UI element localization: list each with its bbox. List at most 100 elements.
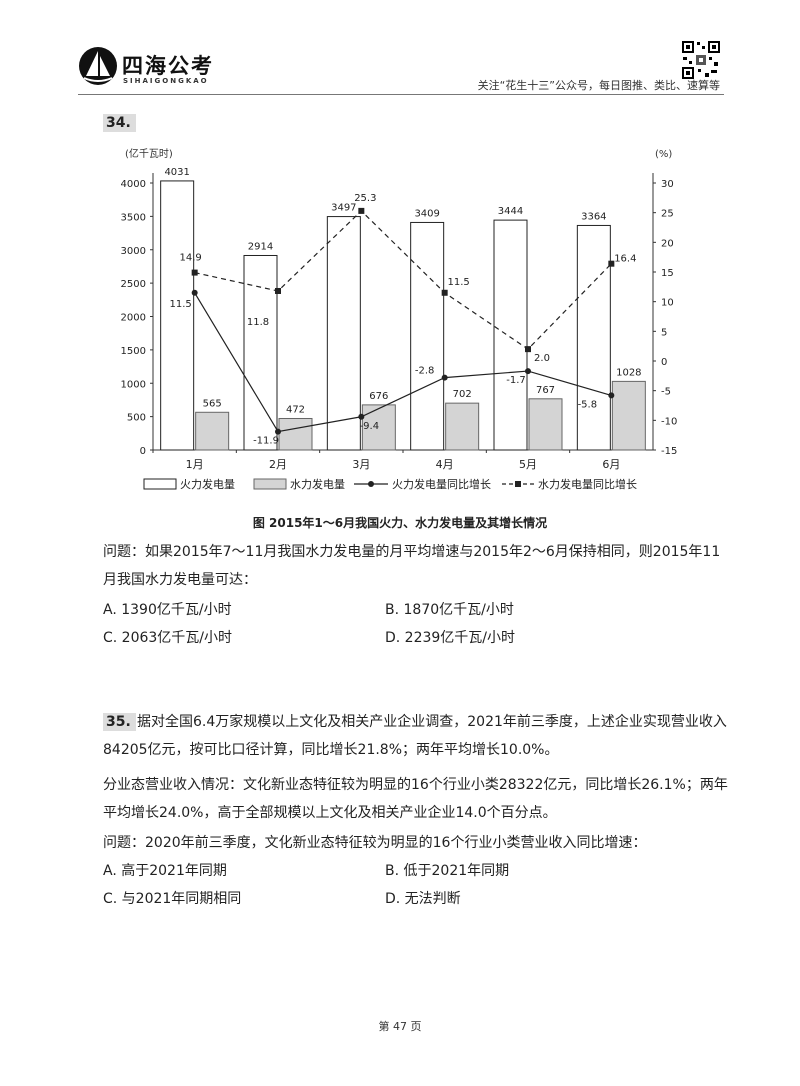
- thermal-power-bar-label: 3497: [331, 203, 356, 214]
- thermal-growth-point: [441, 374, 448, 381]
- legend-hydro-growth-label: 水力发电量同比增长: [538, 477, 637, 491]
- header-note: 关注“花生十三”公众号，每日图推、类比、速算等: [477, 79, 720, 92]
- legend-thermal-label: 火力发电量: [180, 477, 235, 491]
- hydro-power-bar: [195, 411, 230, 451]
- hydro-growth-point: [525, 346, 531, 353]
- x-axis-tick-label: 2月: [269, 458, 287, 471]
- header-divider: [78, 94, 724, 95]
- q35-option-d[interactable]: D. 无法判断: [385, 891, 461, 907]
- q34-option-d[interactable]: D. 2239亿千瓦/小时: [385, 630, 516, 646]
- q35-question: 问题：2020年前三季度，文化新业态特征较为明显的16个行业小类营业收入同比增速…: [103, 835, 647, 851]
- hydro-power-bar-label: 472: [286, 404, 305, 415]
- thermal-growth-label: -1.7: [506, 375, 526, 386]
- thermal-growth-point: [358, 413, 365, 420]
- q35-option-c[interactable]: C. 与2021年同期相同: [103, 891, 242, 907]
- x-axis-tick-label: 5月: [519, 458, 537, 471]
- thermal-power-bar: [243, 254, 278, 451]
- left-axis-tick-label: 1000: [121, 379, 146, 390]
- q35-paragraph2-line1: 分业态营业收入情况：文化新业态特征较为明显的16个行业小类28322亿元，同比增…: [103, 777, 728, 793]
- hydro-growth-point: [441, 289, 448, 296]
- hydro-power-bar-label: 1028: [616, 367, 641, 378]
- hydro-power-bar: [611, 380, 646, 451]
- question-34-number: 34.: [103, 114, 136, 132]
- q34-option-c[interactable]: C. 2063亿千瓦/小时: [103, 630, 233, 646]
- legend-hydro-swatch: [253, 478, 287, 490]
- legend-hydro-label: 水力发电量: [290, 477, 345, 491]
- left-axis-tick-label: 3500: [121, 212, 146, 223]
- left-axis-tick-label: 1500: [121, 346, 146, 357]
- thermal-power-bar-label: 3364: [581, 211, 606, 222]
- thermal-growth-point: [608, 392, 615, 399]
- legend-thermal-growth-label: 火力发电量同比增长: [392, 477, 491, 491]
- thermal-power-bar-label: 3444: [498, 206, 523, 217]
- hydro-power-bar: [361, 404, 396, 451]
- q35-option-b[interactable]: B. 低于2021年同期: [385, 863, 510, 879]
- thermal-growth-label: 11.5: [170, 299, 192, 310]
- generation-chart: (亿千瓦时) (%) 0 500 1000 1500 2000 2500 3000 3500 400…: [121, 147, 678, 491]
- question-35-number: 35.: [103, 713, 136, 731]
- thermal-growth-line: [194, 292, 612, 433]
- page-header: 四海公考 SIHAIGONGKAO 关注“花生十三”公众号，每日图推、类比、速算…: [0, 0, 800, 100]
- hydro-growth-label: 11.5: [448, 277, 470, 288]
- hydro-power-bar: [528, 398, 563, 451]
- right-axis-tick-label: 30: [661, 179, 674, 190]
- hydro-growth-label: 14.9: [180, 253, 202, 264]
- q34-question-line2: 月我国水力发电量可达：: [103, 572, 257, 588]
- thermal-power-bar: [410, 221, 445, 451]
- brand-subtitle: SIHAIGONGKAO: [123, 77, 209, 85]
- thermal-power-bar: [326, 216, 361, 451]
- q35-option-a[interactable]: A. 高于2021年同期: [103, 863, 227, 879]
- right-axis-tick-label: 5: [661, 327, 667, 338]
- page-number: 第 47 页: [378, 1020, 422, 1033]
- right-axis-tick-label: 0: [661, 357, 667, 368]
- sailboat-logo-icon: [79, 47, 117, 85]
- thermal-growth-label: -2.8: [415, 366, 435, 377]
- legend-hydro-growth-marker: [515, 481, 521, 487]
- q34-option-b[interactable]: B. 1870亿千瓦/小时: [385, 602, 514, 618]
- hydro-power-bar-label: 702: [453, 389, 472, 400]
- left-axis-tick-label: 2000: [121, 313, 146, 324]
- hydro-power-bar-label: 767: [536, 385, 555, 396]
- q34-question-line1: 问题：如果2015年7～11月我国水力发电量的月平均增速与2015年2～6月保持…: [103, 544, 721, 560]
- thermal-growth-label: -9.4: [360, 421, 380, 432]
- hydro-power-bar-label: 565: [203, 398, 222, 409]
- thermal-growth-label: -11.9: [253, 436, 279, 447]
- left-axis-tick-label: 0: [140, 446, 146, 457]
- hydro-growth-label: 16.4: [614, 254, 636, 265]
- thermal-growth-point: [525, 368, 531, 375]
- thermal-power-bar-label: 4031: [164, 167, 189, 178]
- right-axis-tick-label: -5: [661, 387, 671, 398]
- brand-name: 四海公考: [122, 54, 214, 78]
- hydro-power-bar-label: 676: [369, 391, 388, 402]
- right-axis-tick-label: 20: [661, 238, 674, 249]
- thermal-growth-point: [191, 289, 198, 296]
- hydro-growth-point: [608, 260, 615, 267]
- left-axis-unit: (亿千瓦时): [125, 147, 173, 160]
- left-axis-tick-label: 3000: [121, 246, 146, 257]
- hydro-power-bar: [445, 402, 480, 451]
- q35-paragraph1-line2: 84205亿元，按可比口径计算，同比增长21.8%；两年平均增长10.0%。: [103, 742, 559, 758]
- q35-paragraph1-line1: 据对全国6.4万家规模以上文化及相关产业企业调查，2021年前三季度，上述企业实…: [137, 714, 727, 730]
- right-axis-tick-label: -10: [661, 416, 677, 427]
- right-axis-tick-label: 15: [661, 268, 674, 279]
- hydro-growth-label: 11.8: [247, 317, 269, 328]
- thermal-power-bar-label: 2914: [248, 241, 273, 252]
- q34-option-a[interactable]: A. 1390亿千瓦/小时: [103, 602, 232, 618]
- qr-code-icon: [681, 40, 721, 80]
- left-axis-tick-label: 4000: [121, 179, 146, 190]
- right-axis-unit: (%): [655, 149, 672, 160]
- chart-caption: 图 2015年1～6月我国火力、水力发电量及其增长情况: [252, 516, 548, 530]
- right-axis-tick-label: 10: [661, 298, 674, 309]
- x-axis-tick-label: 3月: [352, 458, 370, 471]
- hydro-growth-label: 25.3: [354, 193, 376, 204]
- hydro-growth-point: [275, 287, 281, 294]
- thermal-power-bar: [576, 224, 611, 451]
- right-axis-tick-label: 25: [661, 209, 674, 220]
- x-axis-tick-label: 6月: [602, 458, 620, 471]
- legend-thermal-swatch: [143, 478, 177, 490]
- q35-paragraph2-line2: 平均增长24.0%，高于全部规模以上文化及相关产业企业14.0个百分点。: [103, 805, 557, 821]
- x-axis-tick-label: 1月: [186, 458, 204, 471]
- left-axis-tick-label: 2500: [121, 279, 146, 290]
- hydro-power-bar: [278, 417, 313, 451]
- thermal-power-bar-label: 3409: [414, 208, 439, 219]
